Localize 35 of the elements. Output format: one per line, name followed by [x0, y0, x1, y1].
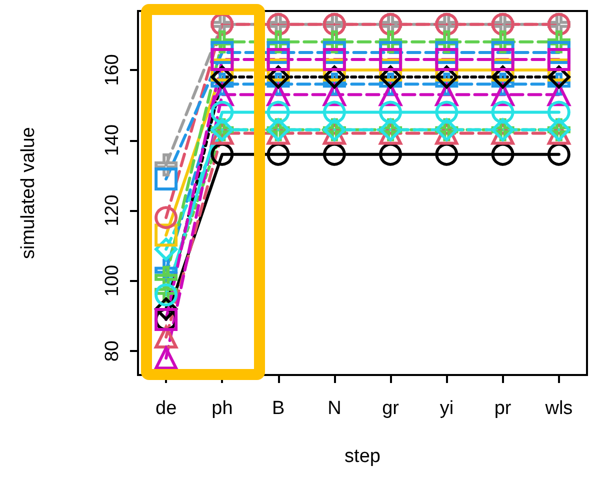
- x-tick-label: ph: [212, 398, 233, 419]
- point: [154, 167, 178, 190]
- point: [491, 100, 514, 124]
- y-tick-label: 160: [102, 54, 123, 86]
- point: [491, 48, 514, 71]
- point: [154, 283, 178, 306]
- point: [379, 48, 402, 71]
- point: [547, 48, 570, 71]
- x-tick-label: yi: [440, 398, 454, 419]
- y-tick-label: 120: [102, 194, 123, 226]
- point: [154, 346, 178, 370]
- point: [154, 153, 178, 176]
- point: [154, 266, 178, 289]
- x-tick-label: de: [155, 398, 177, 419]
- point: [322, 48, 346, 71]
- point: [379, 100, 402, 124]
- y-tick-label: 80: [102, 340, 123, 362]
- y-tick-label: 140: [102, 124, 123, 156]
- x-tick-label: N: [328, 398, 342, 419]
- point: [154, 206, 178, 230]
- point: [266, 100, 290, 124]
- x-tick-label: gr: [382, 398, 400, 419]
- point: [435, 100, 458, 124]
- point: [210, 100, 234, 124]
- x-tick-label: wls: [544, 398, 573, 419]
- point: [435, 48, 458, 71]
- point: [210, 48, 234, 71]
- x-axis-title: step: [344, 446, 380, 467]
- point: [266, 48, 290, 71]
- y-axis-title: simulated value: [18, 126, 39, 260]
- point: [547, 100, 570, 124]
- point: [322, 100, 346, 124]
- y-tick-label: 100: [102, 264, 123, 297]
- x-tick-label: B: [272, 398, 285, 419]
- x-tick-label: pr: [494, 398, 512, 419]
